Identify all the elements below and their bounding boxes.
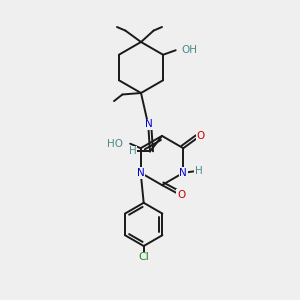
Text: N: N xyxy=(145,119,152,130)
Text: N: N xyxy=(179,168,187,178)
Text: Cl: Cl xyxy=(138,252,149,262)
Text: O: O xyxy=(177,190,185,200)
Text: HO: HO xyxy=(107,139,123,149)
Text: O: O xyxy=(196,131,205,141)
Text: H: H xyxy=(195,166,203,176)
Text: OH: OH xyxy=(182,45,198,55)
Text: N: N xyxy=(137,168,145,178)
Text: H: H xyxy=(129,146,136,157)
